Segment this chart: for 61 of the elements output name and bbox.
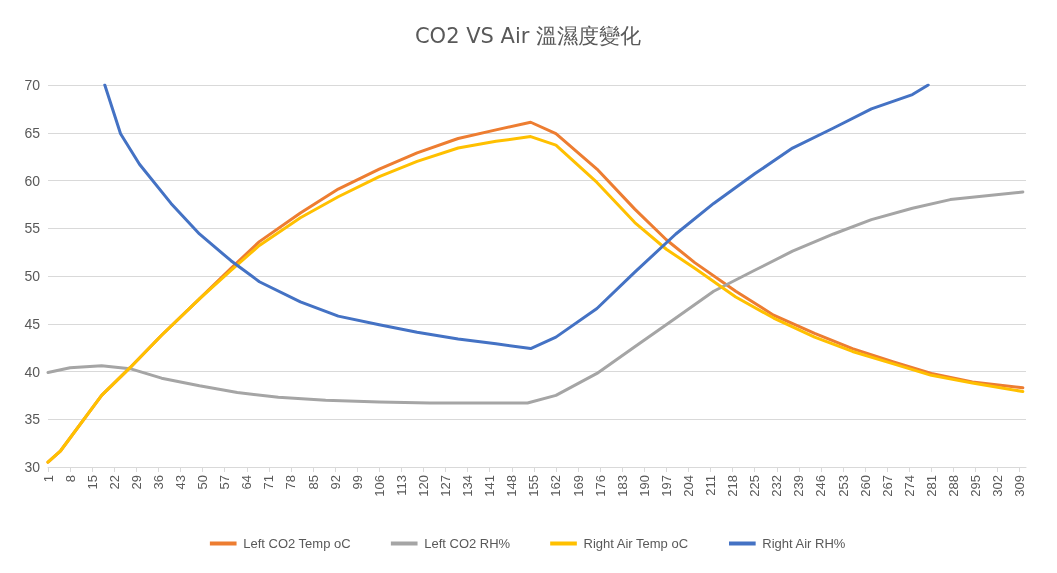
y-tick-label: 50 [24, 268, 41, 284]
x-tick-label: 15 [84, 475, 100, 490]
x-tick-label: 288 [945, 475, 961, 497]
legend-label: Left CO2 Temp oC [243, 536, 351, 551]
x-tick-label: 85 [305, 475, 321, 490]
x-tick-label: 127 [438, 475, 454, 497]
x-tick-label: 99 [349, 475, 365, 490]
x-tick-label: 113 [393, 475, 409, 496]
x-tick-label: 183 [614, 475, 630, 497]
x-tick-label: 36 [150, 475, 166, 490]
x-tick-label: 57 [217, 475, 233, 490]
x-tick-label: 22 [106, 475, 122, 490]
legend-label: Right Air Temp oC [583, 536, 689, 551]
y-tick-label: 55 [24, 220, 41, 237]
x-tick-label: 78 [283, 475, 299, 490]
x-tick-label: 64 [239, 475, 255, 490]
x-tick-label: 71 [261, 475, 277, 490]
x-tick-label: 176 [592, 475, 608, 497]
x-tick-label: 134 [460, 475, 476, 497]
x-tick-label: 197 [658, 475, 674, 497]
x-tick-label: 225 [747, 475, 763, 497]
legend-label: Right Air RH% [762, 536, 846, 551]
x-tick-label: 246 [813, 475, 829, 497]
y-tick-label: 60 [24, 172, 41, 189]
x-tick-label: 260 [857, 475, 873, 497]
x-tick-label: 218 [725, 475, 741, 497]
line-series [103, 83, 930, 351]
x-tick-label: 141 [482, 475, 498, 497]
x-tick-label: 155 [526, 475, 542, 497]
y-tick-label: 45 [24, 315, 41, 332]
x-tick-label: 253 [835, 475, 851, 497]
x-tick-label: 211 [703, 475, 719, 496]
x-tick-label: 1 [40, 475, 56, 483]
y-tick-label: 70 [24, 77, 41, 93]
x-tick-label: 92 [327, 475, 343, 490]
x-tick-label: 50 [195, 475, 211, 490]
y-tick-label: 35 [24, 411, 41, 428]
y-tick-label: 65 [24, 124, 41, 141]
x-tick-label: 232 [769, 475, 785, 497]
x-tick-label: 120 [415, 475, 431, 497]
x-tick-label: 295 [968, 475, 984, 497]
x-tick-label: 239 [791, 475, 807, 497]
x-tick-label: 106 [371, 475, 387, 497]
x-tick-label: 190 [636, 475, 652, 497]
x-tick-label: 309 [1012, 475, 1028, 497]
x-tick-label: 43 [173, 475, 188, 490]
x-tick-label: 148 [504, 475, 520, 497]
line-series [46, 190, 1025, 405]
x-tick-label: 29 [128, 475, 144, 490]
x-tick-label: 274 [901, 475, 917, 497]
x-tick-label: 281 [923, 475, 939, 497]
x-tick-label: 302 [990, 475, 1006, 497]
y-tick-label: 30 [24, 459, 41, 475]
x-tick-label: 204 [680, 475, 696, 497]
legend-label: Left CO2 RH% [424, 536, 511, 551]
chart-title: CO2 VS Air 溫濕度變化 [414, 23, 642, 48]
x-tick-label: 162 [548, 475, 564, 497]
y-tick-label: 40 [24, 363, 41, 380]
x-tick-label: 267 [879, 475, 895, 497]
x-tick-label: 169 [570, 475, 586, 497]
x-tick-label: 8 [62, 475, 78, 483]
